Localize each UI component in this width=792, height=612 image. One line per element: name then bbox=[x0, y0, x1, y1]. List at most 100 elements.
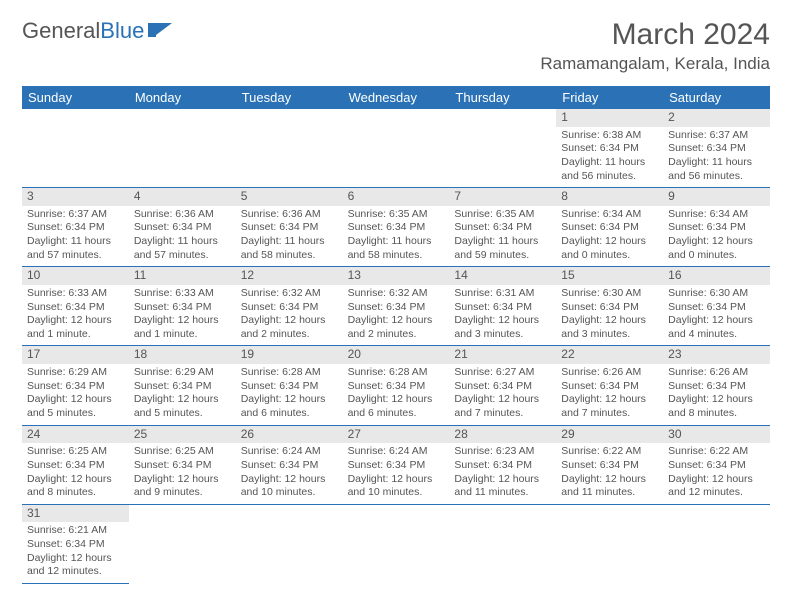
flag-icon bbox=[148, 21, 174, 39]
logo-text-general: General bbox=[22, 18, 100, 44]
day-number: 1 bbox=[556, 109, 663, 127]
daylight-line: Daylight: 11 hours and 58 minutes. bbox=[241, 235, 338, 262]
sunrise-line: Sunrise: 6:32 AM bbox=[348, 287, 445, 301]
day-cell: 9 Sunrise: 6:34 AMSunset: 6:34 PMDaylight… bbox=[663, 188, 770, 267]
daylight-line: Daylight: 11 hours and 56 minutes. bbox=[561, 156, 658, 183]
sunset-line: Sunset: 6:34 PM bbox=[561, 142, 658, 156]
day-cell: 12Sunrise: 6:32 AMSunset: 6:34 PMDayligh… bbox=[236, 267, 343, 346]
day-number: 25 bbox=[129, 426, 236, 444]
day-cell: 21Sunrise: 6:27 AMSunset: 6:34 PMDayligh… bbox=[449, 346, 556, 425]
day-number: 2 bbox=[663, 109, 770, 127]
sunset-line: Sunset: 6:34 PM bbox=[668, 459, 765, 473]
day-number: 23 bbox=[663, 346, 770, 364]
daylight-line: Daylight: 12 hours and 2 minutes. bbox=[348, 314, 445, 341]
day-number: 29 bbox=[556, 426, 663, 444]
sunrise-line: Sunrise: 6:32 AM bbox=[241, 287, 338, 301]
sunset-line: Sunset: 6:34 PM bbox=[27, 380, 124, 394]
day-number: 13 bbox=[343, 267, 450, 285]
weekday-header: Sunday bbox=[22, 86, 129, 109]
day-number: 31 bbox=[22, 505, 129, 523]
sunset-line: Sunset: 6:34 PM bbox=[668, 221, 765, 235]
day-number: 6 bbox=[343, 188, 450, 206]
day-cell: 30Sunrise: 6:22 AMSunset: 6:34 PMDayligh… bbox=[663, 426, 770, 505]
empty-cell bbox=[343, 109, 450, 188]
weekday-header: Friday bbox=[556, 86, 663, 109]
sunset-line: Sunset: 6:34 PM bbox=[241, 301, 338, 315]
sunset-line: Sunset: 6:34 PM bbox=[241, 221, 338, 235]
day-number: 19 bbox=[236, 346, 343, 364]
sunrise-line: Sunrise: 6:21 AM bbox=[27, 524, 124, 538]
daylight-line: Daylight: 12 hours and 2 minutes. bbox=[241, 314, 338, 341]
empty-cell bbox=[236, 109, 343, 188]
sunset-line: Sunset: 6:34 PM bbox=[561, 459, 658, 473]
sunset-line: Sunset: 6:34 PM bbox=[348, 380, 445, 394]
daylight-line: Daylight: 12 hours and 11 minutes. bbox=[561, 473, 658, 500]
sunrise-line: Sunrise: 6:34 AM bbox=[668, 208, 765, 222]
day-number: 14 bbox=[449, 267, 556, 285]
daylight-line: Daylight: 12 hours and 10 minutes. bbox=[241, 473, 338, 500]
daylight-line: Daylight: 12 hours and 3 minutes. bbox=[454, 314, 551, 341]
logo: GeneralBlue bbox=[22, 18, 174, 44]
sunrise-line: Sunrise: 6:29 AM bbox=[134, 366, 231, 380]
sunset-line: Sunset: 6:34 PM bbox=[454, 380, 551, 394]
day-number: 24 bbox=[22, 426, 129, 444]
daylight-line: Daylight: 12 hours and 3 minutes. bbox=[561, 314, 658, 341]
day-number: 9 bbox=[663, 188, 770, 206]
daylight-line: Daylight: 11 hours and 57 minutes. bbox=[134, 235, 231, 262]
day-number: 27 bbox=[343, 426, 450, 444]
daylight-line: Daylight: 11 hours and 59 minutes. bbox=[454, 235, 551, 262]
sunset-line: Sunset: 6:34 PM bbox=[561, 221, 658, 235]
sunrise-line: Sunrise: 6:28 AM bbox=[241, 366, 338, 380]
weekday-header: Wednesday bbox=[343, 86, 450, 109]
daylight-line: Daylight: 12 hours and 12 minutes. bbox=[27, 552, 124, 579]
day-cell: 24Sunrise: 6:25 AMSunset: 6:34 PMDayligh… bbox=[22, 426, 129, 505]
day-cell: 7Sunrise: 6:35 AMSunset: 6:34 PMDaylight… bbox=[449, 188, 556, 267]
day-cell: 25Sunrise: 6:25 AMSunset: 6:34 PMDayligh… bbox=[129, 426, 236, 505]
day-cell: 19Sunrise: 6:28 AMSunset: 6:34 PMDayligh… bbox=[236, 346, 343, 425]
day-cell: 23Sunrise: 6:26 AMSunset: 6:34 PMDayligh… bbox=[663, 346, 770, 425]
day-number: 5 bbox=[236, 188, 343, 206]
day-number: 11 bbox=[129, 267, 236, 285]
day-cell: 27Sunrise: 6:24 AMSunset: 6:34 PMDayligh… bbox=[343, 426, 450, 505]
sunset-line: Sunset: 6:34 PM bbox=[134, 221, 231, 235]
daylight-line: Daylight: 12 hours and 5 minutes. bbox=[27, 393, 124, 420]
day-cell: 10Sunrise: 6:33 AMSunset: 6:34 PMDayligh… bbox=[22, 267, 129, 346]
sunrise-line: Sunrise: 6:38 AM bbox=[561, 129, 658, 143]
daylight-line: Daylight: 12 hours and 8 minutes. bbox=[668, 393, 765, 420]
day-number: 4 bbox=[129, 188, 236, 206]
day-cell: 1 Sunrise: 6:38 AMSunset: 6:34 PMDaylight… bbox=[556, 109, 663, 188]
daylight-line: Daylight: 12 hours and 12 minutes. bbox=[668, 473, 765, 500]
sunrise-line: Sunrise: 6:36 AM bbox=[241, 208, 338, 222]
day-cell: 13Sunrise: 6:32 AMSunset: 6:34 PMDayligh… bbox=[343, 267, 450, 346]
empty-cell bbox=[129, 109, 236, 188]
sunset-line: Sunset: 6:34 PM bbox=[348, 459, 445, 473]
day-number: 20 bbox=[343, 346, 450, 364]
sunrise-line: Sunrise: 6:31 AM bbox=[454, 287, 551, 301]
sunset-line: Sunset: 6:34 PM bbox=[241, 459, 338, 473]
sunrise-line: Sunrise: 6:35 AM bbox=[454, 208, 551, 222]
weekday-header: Monday bbox=[129, 86, 236, 109]
sunrise-line: Sunrise: 6:24 AM bbox=[241, 445, 338, 459]
day-cell: 15Sunrise: 6:30 AMSunset: 6:34 PMDayligh… bbox=[556, 267, 663, 346]
title-block: March 2024 Ramamangalam, Kerala, India bbox=[540, 18, 770, 74]
daylight-line: Daylight: 11 hours and 57 minutes. bbox=[27, 235, 124, 262]
day-number: 18 bbox=[129, 346, 236, 364]
day-cell: 6Sunrise: 6:35 AMSunset: 6:34 PMDaylight… bbox=[343, 188, 450, 267]
header: GeneralBlue March 2024 Ramamangalam, Ker… bbox=[22, 18, 770, 74]
sunrise-line: Sunrise: 6:26 AM bbox=[561, 366, 658, 380]
day-cell: 31Sunrise: 6:21 AMSunset: 6:34 PMDayligh… bbox=[22, 505, 129, 584]
sunrise-line: Sunrise: 6:33 AM bbox=[134, 287, 231, 301]
day-number: 22 bbox=[556, 346, 663, 364]
day-number: 17 bbox=[22, 346, 129, 364]
location: Ramamangalam, Kerala, India bbox=[540, 54, 770, 74]
daylight-line: Daylight: 12 hours and 7 minutes. bbox=[454, 393, 551, 420]
sunset-line: Sunset: 6:34 PM bbox=[668, 380, 765, 394]
daylight-line: Daylight: 12 hours and 0 minutes. bbox=[668, 235, 765, 262]
daylight-line: Daylight: 12 hours and 1 minute. bbox=[27, 314, 124, 341]
day-cell: 18Sunrise: 6:29 AMSunset: 6:34 PMDayligh… bbox=[129, 346, 236, 425]
sunset-line: Sunset: 6:34 PM bbox=[134, 459, 231, 473]
sunrise-line: Sunrise: 6:30 AM bbox=[561, 287, 658, 301]
sunset-line: Sunset: 6:34 PM bbox=[134, 380, 231, 394]
sunset-line: Sunset: 6:34 PM bbox=[454, 301, 551, 315]
day-number: 10 bbox=[22, 267, 129, 285]
